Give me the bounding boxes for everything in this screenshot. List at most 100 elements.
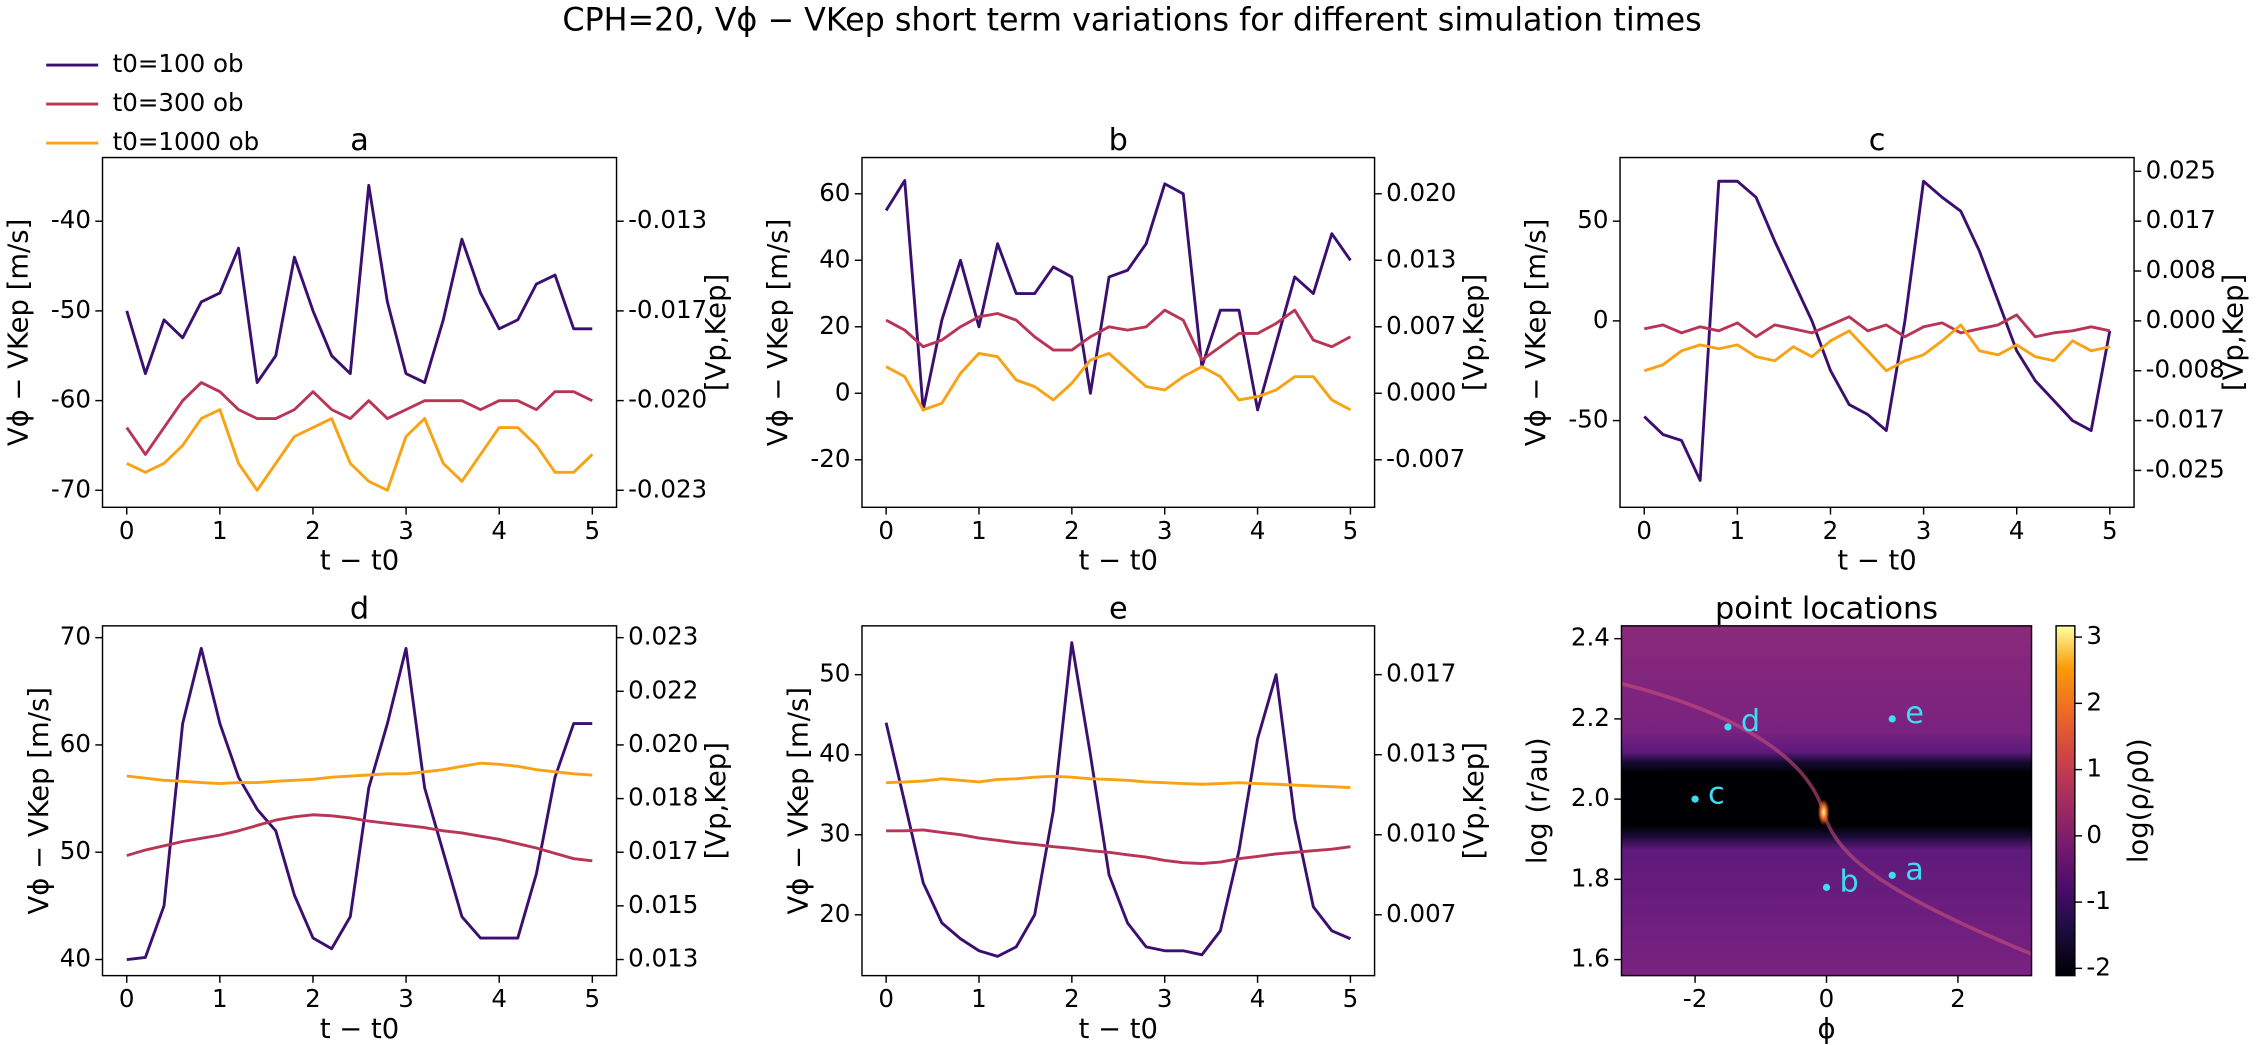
x-tick-label: 0 <box>1636 516 1652 545</box>
y2-tick-label: 0.013 <box>628 944 698 973</box>
y2-tick-label: 0.010 <box>1386 819 1456 848</box>
series-line <box>125 381 593 456</box>
y-tick-label: -50 <box>51 295 91 324</box>
y2-tick-label: 0.013 <box>1386 244 1456 273</box>
x-tick-label: 3 <box>1916 516 1932 545</box>
panel-title: point locations <box>1715 591 1938 626</box>
y-tick-label: -50 <box>1568 405 1608 434</box>
location-label: e <box>1905 696 1924 731</box>
y2-axis-label: [Vp,Kep] <box>1459 274 1490 391</box>
location-label: d <box>1741 704 1760 739</box>
colorbar-tick-label: 3 <box>2086 621 2102 650</box>
x-axis-label: t − t0 <box>320 546 399 577</box>
series-line <box>885 308 1352 362</box>
y2-tick-label: 0.017 <box>2146 205 2216 234</box>
y2-axis-label: [Vp,Kep] <box>2219 274 2250 391</box>
y2-tick-label: 0.025 <box>2146 155 2216 184</box>
y-tick-label: 1.6 <box>1571 944 1610 973</box>
y2-tick-label: -0.020 <box>628 385 707 414</box>
panel-title: e <box>1109 591 1128 626</box>
y-tick-label: 70 <box>60 622 91 651</box>
series-line <box>1643 179 2112 482</box>
x-tick-label: 5 <box>2102 516 2118 545</box>
y-axis-label: Vϕ − VKep [m/s] <box>24 687 55 915</box>
y-tick-label: 50 <box>60 836 91 865</box>
panel-title: c <box>1869 123 1886 158</box>
x-tick-label: 2 <box>305 516 321 545</box>
location-label: a <box>1905 852 1924 887</box>
x-tick-label: 5 <box>1343 984 1359 1013</box>
location-label: c <box>1708 776 1725 811</box>
y2-tick-label: 0.013 <box>1386 739 1456 768</box>
x-tick-label: 3 <box>1157 984 1173 1013</box>
x-tick-label: 2 <box>1950 984 1966 1013</box>
panel-title: b <box>1109 123 1128 158</box>
y-tick-label: 50 <box>1577 205 1608 234</box>
y2-tick-label: 0.015 <box>628 890 698 919</box>
y-axis-label: Vϕ − VKep [m/s] <box>1521 219 1552 447</box>
colorbar-label: log(ρ/ρ0) <box>2123 738 2154 863</box>
x-tick-label: 3 <box>398 984 414 1013</box>
x-tick-label: 0 <box>119 984 135 1013</box>
y-tick-label: 20 <box>819 899 850 928</box>
x-tick-label: 3 <box>1157 516 1173 545</box>
colorbar-tick-label: 1 <box>2086 754 2102 783</box>
x-tick-label: 5 <box>585 516 601 545</box>
series-line <box>886 828 1351 866</box>
y2-tick-label: -0.017 <box>628 295 707 324</box>
location-point <box>1822 883 1831 891</box>
density-map <box>1621 625 2032 976</box>
y-tick-label: 40 <box>819 739 850 768</box>
x-tick-label: -2 <box>1683 984 1707 1013</box>
plot-frame <box>101 625 618 977</box>
x-tick-label: 4 <box>2009 516 2025 545</box>
series-line <box>884 179 1352 412</box>
x-tick-label: 1 <box>971 984 987 1013</box>
y2-tick-label: 0.000 <box>1386 377 1456 406</box>
x-axis-label: ϕ <box>1817 1014 1835 1045</box>
y-tick-label: 20 <box>819 311 850 340</box>
y2-tick-label: 0.022 <box>628 675 698 704</box>
planet-hotspot <box>1817 799 1830 826</box>
legend-label: t0=100 ob <box>113 49 244 78</box>
x-tick-label: 0 <box>119 516 135 545</box>
y-axis-label: Vϕ − VKep [m/s] <box>763 219 794 447</box>
y-tick-label: 2.0 <box>1571 783 1610 812</box>
plot-frame <box>861 625 1376 977</box>
y-tick-label: 40 <box>60 944 91 973</box>
y-axis-label: Vϕ − VKep [m/s] <box>783 687 814 915</box>
series-line <box>126 761 593 785</box>
y2-axis-label: [Vp,Kep] <box>701 742 732 859</box>
x-tick-label: 1 <box>212 516 228 545</box>
x-axis-label: t − t0 <box>1837 546 1916 577</box>
y2-tick-label: 0.007 <box>1386 899 1456 928</box>
colorbar-tick-label: -2 <box>2086 952 2110 981</box>
x-tick-label: 3 <box>398 516 414 545</box>
x-tick-label: 4 <box>491 984 507 1013</box>
y-tick-label: 1.8 <box>1571 863 1610 892</box>
y-tick-label: 30 <box>819 819 850 848</box>
x-tick-label: 2 <box>1064 516 1080 545</box>
colorbar-tick-label: -1 <box>2086 886 2110 915</box>
y2-axis-label: [Vp,Kep] <box>1459 742 1490 859</box>
y-tick-label: 60 <box>819 178 850 207</box>
x-axis-label: t − t0 <box>320 1014 399 1045</box>
y2-tick-label: -0.007 <box>1386 444 1465 473</box>
y-tick-label: 50 <box>819 659 850 688</box>
y-tick-label: -20 <box>810 444 850 473</box>
x-tick-label: 1 <box>971 516 987 545</box>
panel-title: a <box>350 123 369 158</box>
x-tick-label: 4 <box>1250 516 1266 545</box>
y-axis-label: Vϕ − VKep [m/s] <box>4 219 35 447</box>
x-tick-label: 2 <box>1823 516 1839 545</box>
y-tick-label: 0 <box>835 377 851 406</box>
y2-tick-label: 0.000 <box>2146 305 2216 334</box>
y-tick-label: -70 <box>51 474 91 503</box>
y-axis-label: log (r/au) <box>1523 737 1554 864</box>
series-line <box>1643 313 2111 339</box>
x-tick-label: 0 <box>1819 984 1835 1013</box>
y-tick-label: 40 <box>819 244 850 273</box>
plot-frame <box>101 156 618 509</box>
location-label: b <box>1840 865 1859 900</box>
